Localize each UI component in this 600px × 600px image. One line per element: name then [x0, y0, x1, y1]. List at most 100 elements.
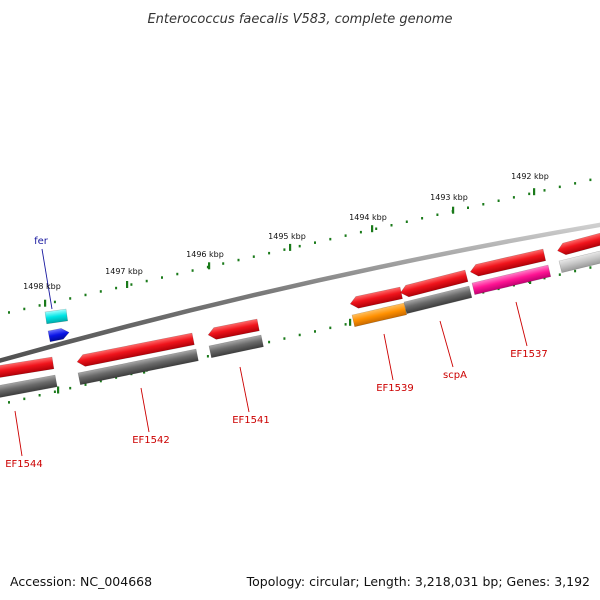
gene-arrow-ef1539-inner: [351, 302, 407, 327]
outer-minor-tick: [38, 304, 41, 307]
gene-arrow-right-inner: [558, 249, 600, 273]
gene-arrow-ef1544-inner: [0, 374, 58, 399]
outer-minor-tick: [99, 290, 102, 293]
outer-minor-tick: [329, 237, 332, 241]
outer-major-tick: [44, 299, 47, 307]
gene-arrow-ef1542-outer: [76, 332, 195, 367]
outer-major-tick: [289, 243, 292, 251]
inner-minor-tick: [8, 401, 10, 404]
outer-minor-tick: [84, 293, 87, 297]
kbp-label-1495: 1495 kbp: [268, 232, 306, 241]
leader-scpa: [439, 320, 454, 368]
gene-arrow-scpa-inner: [403, 285, 473, 314]
outer-minor-tick: [512, 196, 515, 199]
outer-minor-tick: [252, 255, 255, 258]
outer-minor-tick: [69, 297, 72, 300]
inner-minor-tick: [23, 397, 26, 401]
gene-arrow-fer-blue: [47, 328, 70, 343]
inner-minor-tick: [69, 386, 72, 390]
outer-major-tick: [208, 262, 211, 270]
outer-major-tick: [126, 281, 129, 288]
gene-label-ef1539: EF1539: [376, 383, 414, 394]
accession-text: Accession: NC_004668: [10, 574, 152, 589]
kbp-scale-labels: 1492 kbp 1493 kbp 1494 kbp 1495 kbp 1496…: [23, 172, 549, 291]
inner-major-tick: [57, 386, 60, 394]
outer-minor-tick: [436, 213, 439, 216]
gene-arrow-ef1542-inner: [77, 348, 199, 386]
outer-minor-tick: [53, 300, 56, 304]
inner-minor-tick: [589, 266, 592, 269]
inner-minor-tick: [574, 269, 577, 273]
outer-minor-tick: [130, 283, 133, 286]
inner-minor-tick: [329, 326, 332, 330]
gene-arrow-ef1541-outer: [207, 318, 260, 340]
inner-minor-tick: [99, 379, 102, 383]
outer-major-tick: [452, 206, 455, 214]
gene-arrow-ef1537-outer: [469, 248, 546, 277]
map-title: Enterococcus faecalis V583, complete gen…: [147, 12, 452, 27]
kbp-label-1498: 1498 kbp: [23, 282, 61, 291]
gene-arrow-right-outer: [557, 231, 600, 256]
outer-minor-tick: [222, 262, 225, 265]
gene-label-scpa: scpA: [443, 370, 467, 381]
outer-minor-tick: [115, 286, 118, 290]
inner-minor-tick: [344, 323, 347, 326]
inner-minor-tick: [268, 340, 271, 344]
genome-backbone: [0, 222, 600, 363]
outer-minor-tick: [558, 185, 561, 189]
outer-minor-tick: [405, 220, 408, 223]
inner-minor-tick: [206, 355, 209, 358]
inner-major-tick: [349, 318, 352, 326]
gene-label-ef1544: EF1544: [5, 459, 43, 470]
outer-minor-tick: [467, 206, 469, 209]
leader-ef1539: [383, 333, 394, 381]
outer-minor-tick: [268, 251, 271, 255]
gene-labels: fer EF1537 scpA EF1539 EF1541 EF1542 EF1…: [5, 236, 548, 470]
leader-ef1537: [515, 301, 528, 347]
inner-minor-tick: [53, 390, 56, 393]
label-leader-lines: [14, 248, 528, 457]
outer-major-tick: [371, 225, 374, 233]
inner-minor-tick: [283, 337, 286, 340]
gene-features: [0, 231, 600, 399]
gene-arrow-ef1544-outer: [0, 356, 55, 379]
leader-ef1542: [140, 387, 150, 433]
gene-arrow-scpa-outer: [400, 269, 469, 298]
inner-minor-tick: [115, 376, 118, 379]
outer-minor-tick: [237, 258, 240, 262]
outer-minor-tick: [421, 217, 424, 220]
outer-minor-tick: [145, 279, 148, 283]
outer-minor-tick: [497, 199, 500, 202]
topology-text: Topology: circular; Length: 3,218,031 bp…: [246, 574, 590, 589]
leader-fer: [41, 248, 53, 310]
outer-minor-tick: [206, 265, 209, 269]
gene-label-ef1541: EF1541: [232, 415, 270, 426]
kbp-label-1494: 1494 kbp: [349, 213, 387, 222]
inner-minor-tick: [38, 394, 41, 397]
outer-minor-tick: [482, 203, 485, 206]
gene-label-ef1542: EF1542: [132, 435, 170, 446]
outer-minor-tick: [8, 311, 10, 314]
gene-arrow-ef1541-inner: [208, 334, 264, 359]
inner-minor-tick: [298, 333, 301, 337]
inner-minor-tick: [314, 330, 316, 333]
leader-ef1541: [239, 366, 250, 413]
kbp-label-1492: 1492 kbp: [511, 172, 549, 181]
outer-minor-tick: [298, 244, 301, 248]
outer-minor-tick: [191, 269, 194, 272]
gene-arrow-ef1537-inner: [471, 264, 552, 295]
inner-minor-tick: [84, 383, 87, 386]
leader-ef1544: [14, 410, 23, 457]
outer-minor-tick: [176, 272, 179, 276]
outer-minor-tick: [543, 189, 546, 192]
outer-minor-tick: [283, 248, 286, 251]
outer-minor-tick: [161, 276, 163, 279]
outer-minor-tick: [314, 241, 316, 244]
gene-arrow-fer-cyan: [44, 308, 68, 325]
outer-minor-tick: [375, 227, 378, 230]
outer-minor-tick: [359, 230, 362, 234]
outer-minor-tick: [589, 178, 592, 182]
outer-minor-tick: [390, 224, 393, 227]
